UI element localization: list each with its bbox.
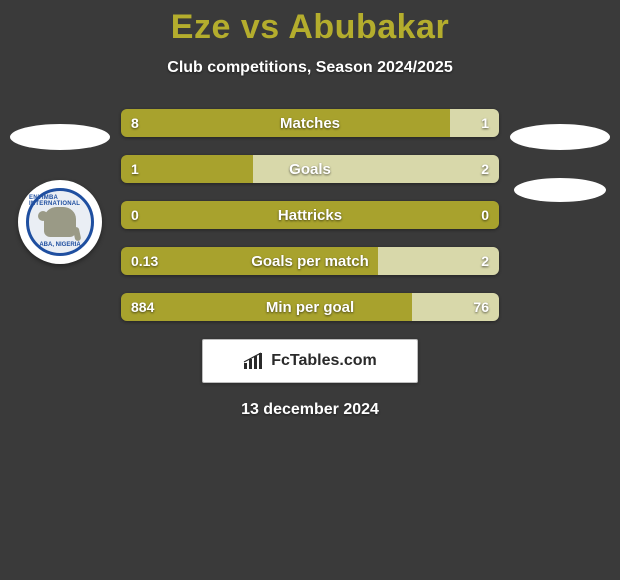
- bar-chart-icon: [243, 352, 265, 370]
- bar-right-value: 0: [481, 201, 489, 229]
- bar-right-value: 2: [481, 247, 489, 275]
- bar-right-value: 76: [473, 293, 489, 321]
- bar-right-value: 2: [481, 155, 489, 183]
- club-badge-inner: ENYIMBA INTERNATIONAL ABA, NIGERIA: [26, 188, 94, 256]
- subtitle: Club competitions, Season 2024/2025: [0, 59, 620, 77]
- stat-bar: 0 Hattricks 0: [121, 201, 499, 229]
- stat-bars: 8 Matches 1 1 Goals 2 0 Hattricks 0 0.13…: [121, 109, 499, 321]
- right-logo-placeholder-1: [510, 124, 610, 150]
- bar-label: Goals per match: [121, 247, 499, 275]
- stat-bar: 8 Matches 1: [121, 109, 499, 137]
- club-badge: ENYIMBA INTERNATIONAL ABA, NIGERIA: [18, 180, 102, 264]
- left-logo-placeholder: [10, 124, 110, 150]
- right-logo-placeholder-2: [514, 178, 606, 202]
- bar-label: Matches: [121, 109, 499, 137]
- brand-box: FcTables.com: [202, 339, 418, 383]
- bar-label: Goals: [121, 155, 499, 183]
- stat-bar: 1 Goals 2: [121, 155, 499, 183]
- date: 13 december 2024: [0, 401, 620, 419]
- bar-label: Hattricks: [121, 201, 499, 229]
- title-mid: vs: [241, 8, 280, 46]
- infographic-root: Eze vs Abubakar Club competitions, Seaso…: [0, 0, 620, 580]
- bar-label: Min per goal: [121, 293, 499, 321]
- elephant-icon: [44, 207, 76, 237]
- badge-text-bottom: ABA, NIGERIA: [39, 242, 80, 248]
- badge-text-top: ENYIMBA INTERNATIONAL: [29, 195, 91, 207]
- stat-bar: 884 Min per goal 76: [121, 293, 499, 321]
- brand-text: FcTables.com: [271, 352, 377, 370]
- bar-right-value: 1: [481, 109, 489, 137]
- title-right: Abubakar: [288, 8, 449, 46]
- page-title: Eze vs Abubakar: [0, 0, 620, 47]
- title-left: Eze: [171, 8, 231, 46]
- stat-bar: 0.13 Goals per match 2: [121, 247, 499, 275]
